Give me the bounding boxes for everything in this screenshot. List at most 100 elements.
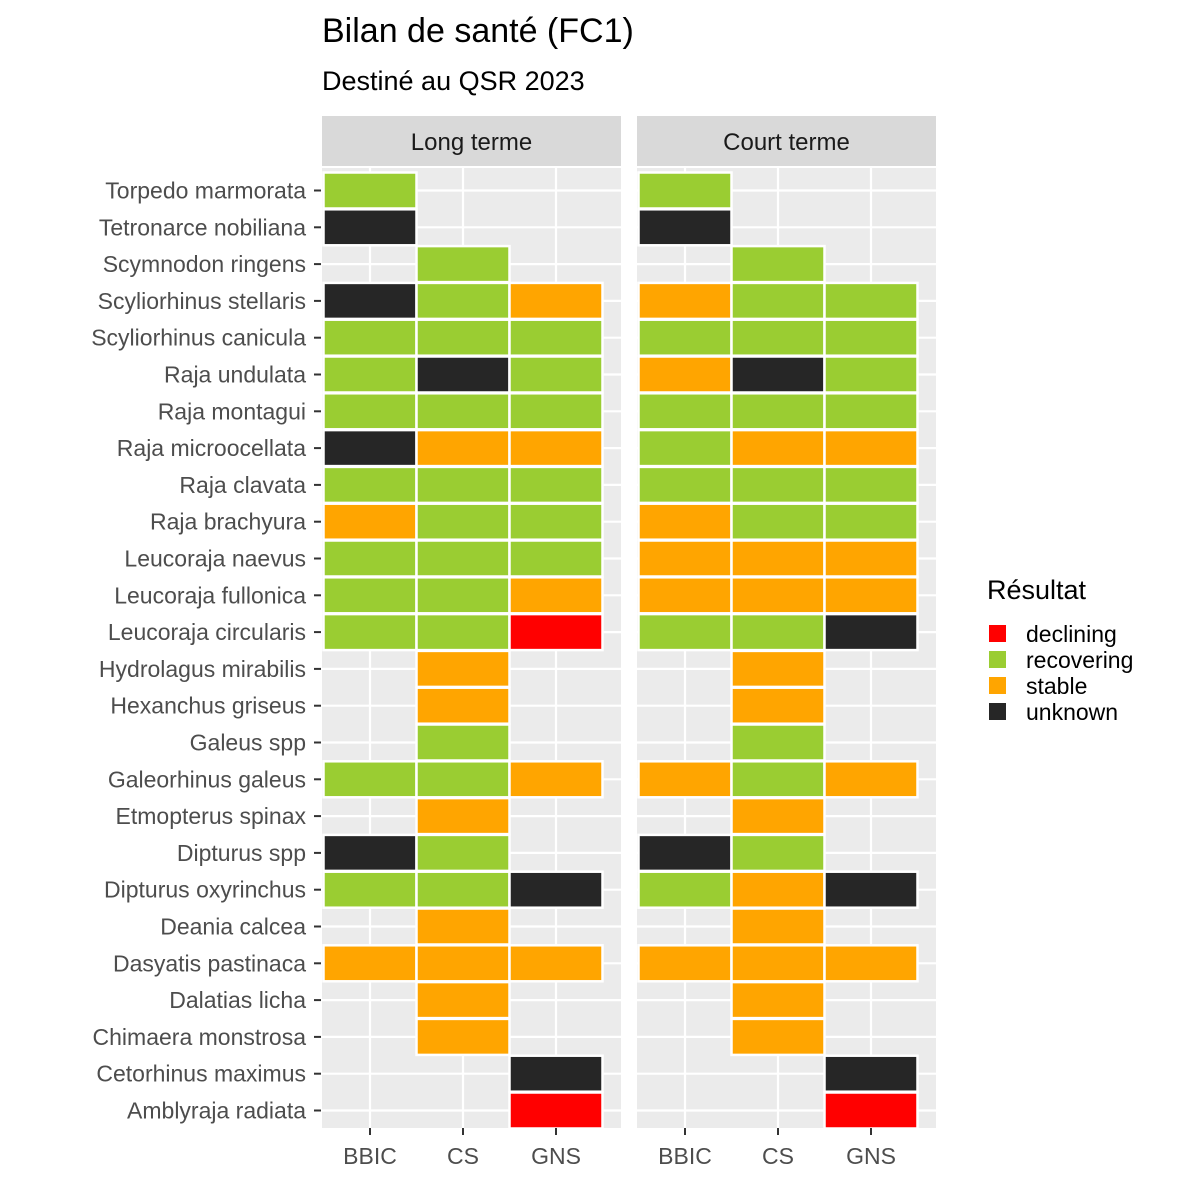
heatmap-tile xyxy=(508,1054,604,1093)
heatmap-tile xyxy=(322,833,418,873)
heatmap-tile xyxy=(322,281,418,321)
y-tick-label: Raja microocellata xyxy=(117,435,306,461)
heatmap-tile xyxy=(637,870,733,909)
heatmap-tile xyxy=(415,796,511,836)
heatmap-tile xyxy=(823,612,919,652)
heatmap-tile xyxy=(508,355,604,394)
heatmap-tile xyxy=(508,392,604,431)
heatmap-tile xyxy=(415,686,511,725)
heatmap-tile xyxy=(730,465,826,505)
heatmap-tile xyxy=(823,428,919,468)
heatmap-tile xyxy=(823,944,919,983)
heatmap-tile xyxy=(823,392,919,431)
heatmap-tile xyxy=(508,944,604,983)
heatmap-tile xyxy=(415,870,511,909)
legend-label: declining xyxy=(1026,621,1117,647)
heatmap-tile xyxy=(637,833,733,873)
heatmap-tile xyxy=(415,980,511,1020)
heatmap-tile xyxy=(508,612,604,652)
facet-panel: Long terme BBIC CS GNS xyxy=(322,116,621,1169)
heatmap-tile xyxy=(730,576,826,615)
y-tick-label: Chimaera monstrosa xyxy=(93,1024,307,1050)
heatmap-tile xyxy=(415,244,511,284)
y-tick-label: Dasyatis pastinaca xyxy=(113,950,306,976)
heatmap-tile xyxy=(322,171,418,210)
heatmap-tile xyxy=(823,355,919,394)
heatmap-tile xyxy=(322,612,418,652)
heatmap-tile xyxy=(415,833,511,873)
facet-label: Court terme xyxy=(723,129,850,156)
heatmap-tile xyxy=(415,428,511,468)
heatmap-tile xyxy=(322,502,418,541)
heatmap-tile xyxy=(508,1091,604,1130)
chart-title: Bilan de santé (FC1) xyxy=(322,12,634,50)
heatmap-tile xyxy=(415,502,511,541)
heatmap-tile xyxy=(730,392,826,431)
heatmap-tile xyxy=(823,1091,919,1130)
heatmap-tile xyxy=(637,355,733,394)
heatmap-tile xyxy=(415,539,511,578)
heatmap-tile xyxy=(508,502,604,541)
y-tick-label: Tetronarce nobiliana xyxy=(99,214,306,240)
heatmap-tile xyxy=(637,171,733,210)
heatmap-tile xyxy=(637,208,733,247)
y-tick-label: Etmopterus spinax xyxy=(116,803,307,829)
heatmap-tile xyxy=(823,281,919,321)
y-tick-label: Dalatias licha xyxy=(169,987,306,1013)
heatmap-tile xyxy=(730,907,826,946)
heatmap-tile xyxy=(415,907,511,946)
heatmap-tile xyxy=(730,870,826,909)
heatmap-tile xyxy=(823,576,919,615)
y-tick-label: Leucoraja naevus xyxy=(124,546,306,572)
heatmap-tile xyxy=(637,281,733,321)
heatmap-tile xyxy=(415,281,511,321)
y-tick-label: Raja clavata xyxy=(179,472,306,498)
heatmap-tile xyxy=(730,502,826,541)
y-tick-label: Dipturus oxyrinchus xyxy=(104,877,306,903)
y-tick-label: Amblyraja radiata xyxy=(127,1098,306,1124)
y-tick-label: Raja brachyura xyxy=(150,509,306,535)
heatmap-tile xyxy=(415,318,511,357)
heatmap-tile xyxy=(322,465,418,505)
heatmap-tile xyxy=(322,944,418,983)
heatmap-tile xyxy=(730,355,826,394)
heatmap-tile xyxy=(730,612,826,652)
heatmap-tile xyxy=(637,944,733,983)
legend-label: stable xyxy=(1026,673,1087,699)
heatmap-tile xyxy=(730,281,826,321)
x-tick-label: BBIC xyxy=(658,1143,712,1169)
heatmap-tile xyxy=(730,649,826,689)
facet-panels: Long terme BBIC CS GNS Court terme BBIC CS GNS xyxy=(322,116,936,1169)
heatmap-tile xyxy=(823,1054,919,1093)
heatmap-tile xyxy=(508,760,604,799)
facet-label: Long terme xyxy=(411,129,532,156)
y-tick-label: Galeorhinus galeus xyxy=(108,766,306,792)
heatmap-tile xyxy=(415,723,511,762)
heatmap-tile xyxy=(415,649,511,689)
heatmap-tile xyxy=(415,1017,511,1057)
heatmap-tile xyxy=(637,760,733,799)
y-tick-label: Torpedo marmorata xyxy=(105,178,306,204)
y-tick-label: Deania calcea xyxy=(160,914,306,940)
y-tick-label: Scyliorhinus stellaris xyxy=(98,288,306,314)
legend-swatch xyxy=(989,651,1006,668)
heatmap-tile xyxy=(508,281,604,321)
x-tick-label: CS xyxy=(762,1143,794,1169)
y-axis: Torpedo marmorata Tetronarce nobiliana Scy… xyxy=(91,178,321,1124)
facet-strip xyxy=(322,116,621,166)
heatmap-tile xyxy=(730,980,826,1020)
heatmap-tile xyxy=(823,502,919,541)
y-tick-label: Scyliorhinus canicula xyxy=(91,325,306,351)
y-tick-label: Leucoraja circularis xyxy=(108,619,306,645)
y-tick-label: Hexanchus griseus xyxy=(110,693,306,719)
heatmap-tile xyxy=(730,686,826,725)
x-tick-label: BBIC xyxy=(343,1143,397,1169)
y-tick-label: Leucoraja fullonica xyxy=(114,582,306,608)
y-tick-label: Raja undulata xyxy=(164,362,306,388)
heatmap-tile xyxy=(322,576,418,615)
heatmap-tile xyxy=(637,539,733,578)
heatmap-tile xyxy=(730,944,826,983)
legend-swatch xyxy=(989,703,1006,720)
heatmap-tile xyxy=(730,244,826,284)
heatmap-tile xyxy=(322,355,418,394)
